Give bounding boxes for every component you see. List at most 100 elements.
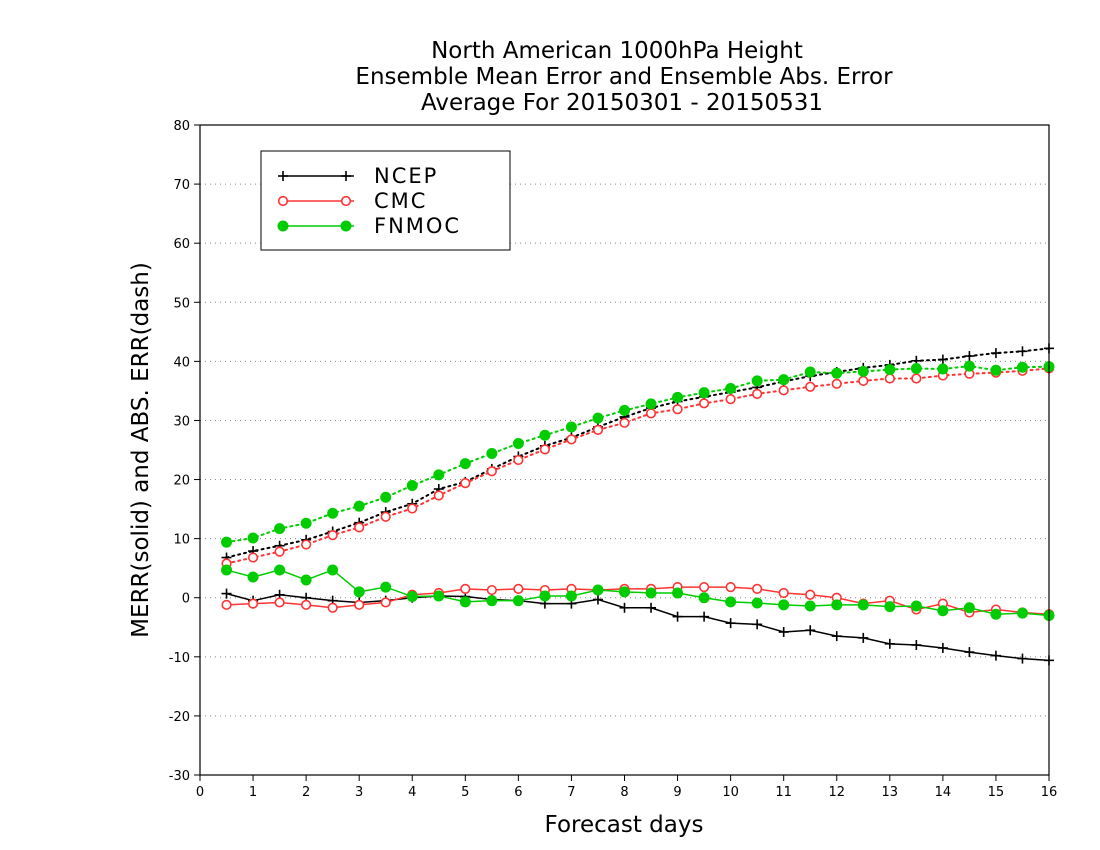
fnmoc-abs-err-point — [565, 421, 577, 433]
fnmoc-merr-point — [380, 581, 392, 593]
cmc-abs-err-point — [460, 477, 471, 489]
fnmoc-merr-point — [539, 590, 551, 602]
chart-title: North American 1000hPa Height Ensemble M… — [355, 38, 893, 116]
legend-marker — [277, 220, 289, 232]
fnmoc-abs-err-point — [380, 491, 392, 503]
fnmoc-merr-point — [857, 599, 869, 611]
fnmoc-merr-point — [645, 587, 657, 599]
cmc-abs-err-point — [539, 444, 551, 455]
x-tick-label: 0 — [196, 785, 204, 800]
chart-title-line-3: Average For 20150301 - 20150531 — [421, 90, 823, 116]
fnmoc-merr-point — [619, 586, 630, 598]
x-tick-label: 3 — [355, 785, 363, 800]
cmc-abs-err-point — [911, 373, 922, 384]
ncep-merr-point — [619, 602, 630, 613]
cmc-abs-err-point — [805, 381, 816, 392]
fnmoc-abs-err-point — [406, 479, 418, 491]
fnmoc-merr-point — [937, 605, 949, 617]
cmc-abs-err-point — [327, 529, 338, 541]
cmc-abs-err-point — [301, 539, 312, 550]
x-axis-title: Forecast days — [545, 812, 704, 838]
legend-item-ncep: NCEP — [278, 164, 438, 188]
fnmoc-abs-err-point — [804, 366, 816, 378]
fnmoc-abs-err-point — [778, 374, 790, 386]
legend-item-cmc: CMC — [277, 189, 427, 213]
cmc-abs-err-point — [247, 552, 259, 563]
cmc-abs-err-point — [645, 408, 657, 419]
fnmoc-abs-err-point — [857, 365, 869, 377]
fnmoc-abs-err-point — [592, 412, 604, 424]
cmc-merr-point — [247, 598, 259, 609]
cmc-merr-point — [301, 599, 312, 610]
y-tick-label: -20 — [169, 710, 190, 725]
fnmoc-abs-err-point — [221, 536, 233, 548]
y-tick-label: 80 — [173, 119, 190, 134]
cmc-abs-err-point — [858, 375, 869, 386]
fnmoc-merr-point — [221, 564, 233, 576]
x-tick-label: 13 — [882, 785, 899, 800]
x-tick-label: 10 — [722, 785, 739, 800]
ncep-merr-point — [964, 647, 975, 658]
y-tick-label: 0 — [182, 592, 190, 607]
fnmoc-merr-point — [1016, 607, 1028, 619]
cmc-merr-point — [725, 581, 736, 593]
fnmoc-merr-point — [672, 587, 684, 599]
x-tick-label: 7 — [567, 785, 575, 800]
cmc-abs-err-point — [725, 394, 736, 405]
fnmoc-merr-point — [565, 590, 577, 602]
legend-label-ncep: NCEP — [374, 164, 438, 188]
cmc-merr-point — [778, 587, 789, 599]
ncep-merr-point — [884, 638, 895, 649]
ncep-merr-point — [221, 588, 232, 599]
fnmoc-abs-err-point — [486, 448, 498, 460]
fnmoc-abs-err-point — [672, 391, 684, 403]
cmc-merr-point — [354, 599, 365, 610]
cmc-merr-point — [221, 599, 232, 610]
ncep-merr-point — [858, 632, 869, 643]
cmc-abs-err-point — [672, 404, 683, 415]
x-tick-label: 12 — [828, 785, 845, 800]
x-tick-label: 8 — [620, 785, 628, 800]
ncep-merr-point — [831, 631, 842, 642]
cmc-abs-err-point — [619, 417, 630, 428]
y-tick-label: -30 — [169, 769, 190, 784]
legend-marker — [340, 195, 352, 207]
legend-item-fnmoc: FNMOC — [277, 214, 459, 238]
cmc-abs-err-point — [407, 503, 418, 514]
cmc-abs-err-line — [225, 367, 1050, 565]
fnmoc-merr-point — [990, 608, 1002, 620]
ncep-abs-err-point — [937, 354, 948, 365]
fnmoc-merr-point — [459, 596, 471, 608]
fnmoc-merr-point — [512, 595, 524, 607]
ncep-abs-err-line — [225, 347, 1050, 559]
cmc-abs-err-point — [698, 398, 710, 409]
fnmoc-abs-err-point — [937, 363, 949, 375]
fnmoc-merr-point — [698, 592, 710, 604]
y-tick-label: 10 — [173, 533, 190, 548]
fnmoc-merr-point — [300, 574, 312, 586]
series-ncep — [221, 343, 1054, 666]
ncep-merr-line — [226, 592, 1050, 662]
cmc-merr-point — [698, 581, 710, 593]
cmc-merr-point — [805, 589, 816, 600]
fnmoc-merr-point — [963, 602, 975, 614]
cmc-merr-point — [486, 584, 497, 596]
fnmoc-merr-point — [353, 586, 365, 598]
ncep-merr-point — [990, 650, 1001, 661]
x-tick-label: 4 — [408, 785, 416, 800]
fnmoc-abs-err-point — [247, 532, 259, 544]
cmc-abs-err-point — [831, 378, 842, 389]
legend-label-cmc: CMC — [374, 189, 427, 213]
x-tick-label: 1 — [249, 785, 257, 800]
cmc-abs-err-point — [752, 388, 763, 399]
y-tick-label: -10 — [169, 651, 190, 666]
x-tick-label: 2 — [302, 785, 310, 800]
cmc-abs-err-point — [566, 434, 577, 445]
x-tick-label: 15 — [988, 785, 1005, 800]
ncep-merr-point — [725, 618, 736, 629]
cmc-abs-err-point — [592, 424, 604, 436]
fnmoc-abs-err-point — [353, 500, 365, 512]
x-tick-label: 14 — [935, 785, 952, 800]
ncep-merr-point — [1017, 653, 1028, 664]
